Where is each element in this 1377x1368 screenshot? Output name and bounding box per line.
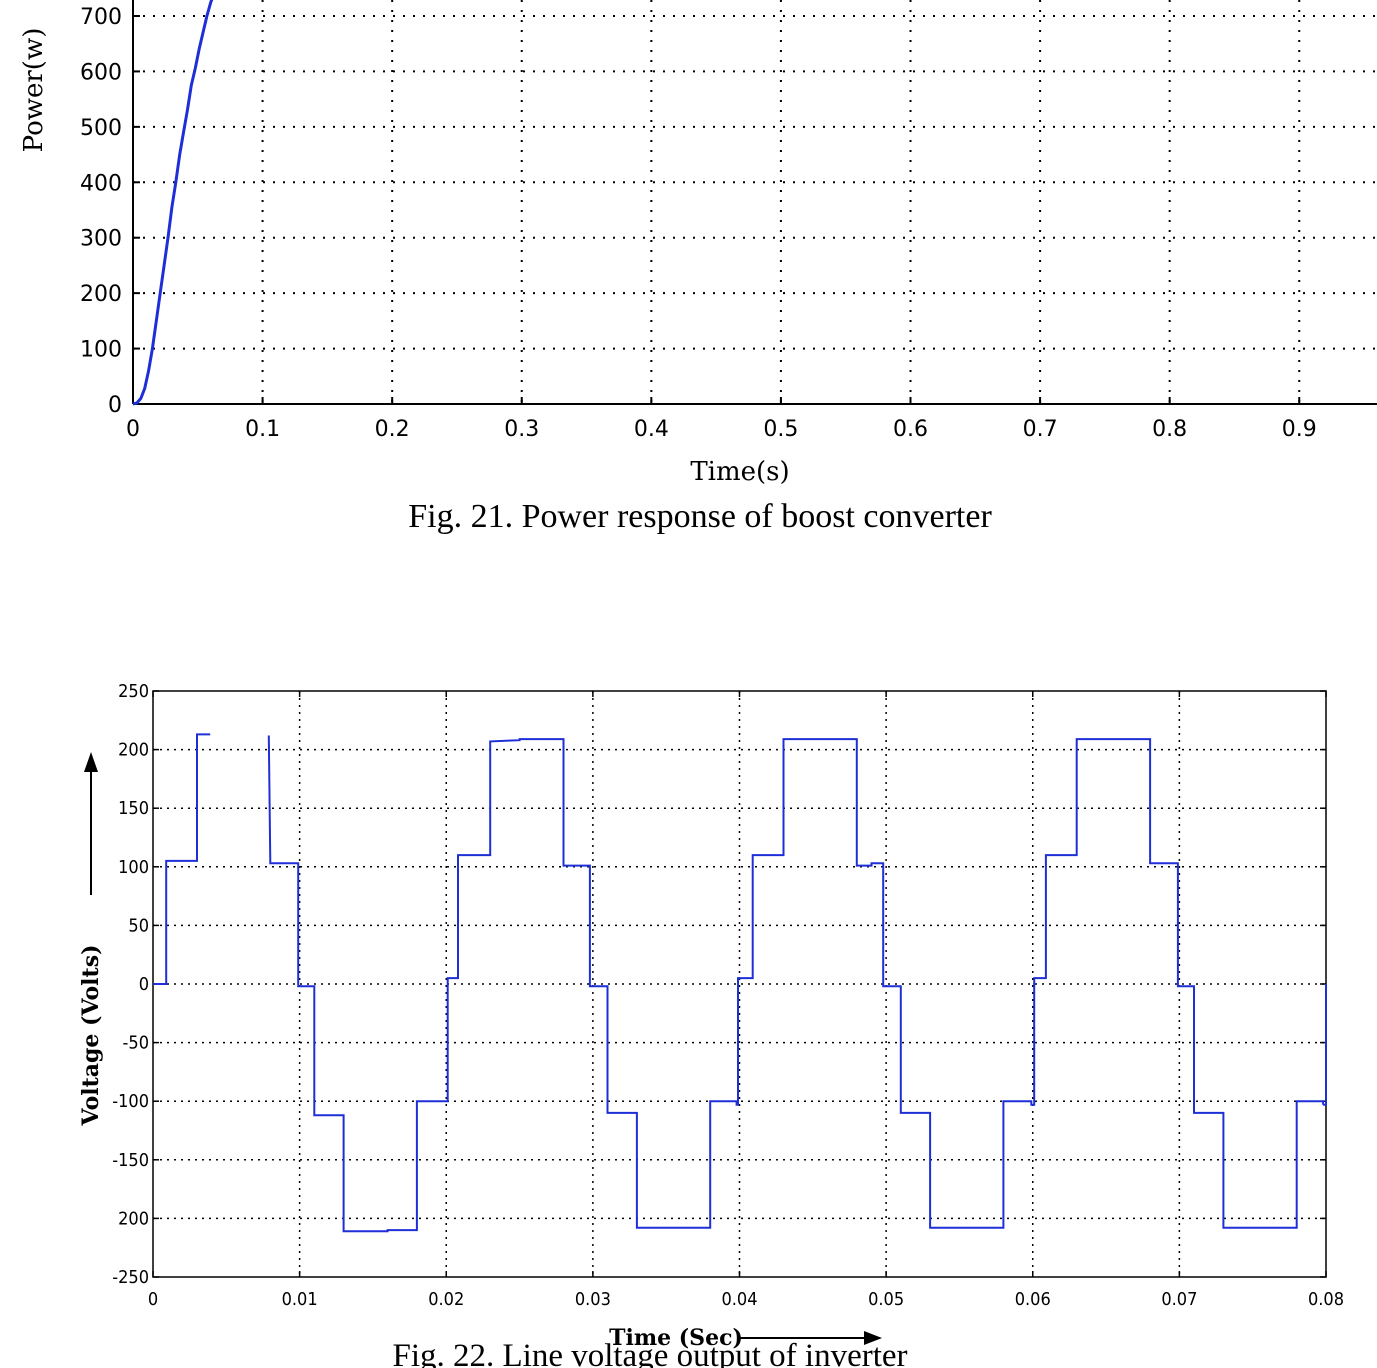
power-x-tick-label: 0.4 <box>634 417 669 442</box>
power-x-tick-label: 0.8 <box>1152 417 1187 442</box>
voltage-x-tick-label: 0.02 <box>428 1289 464 1310</box>
voltage-y-tick-label: -50 <box>123 1033 149 1054</box>
power-x-tick-label: 0.3 <box>504 417 539 442</box>
voltage-x-tick-label: 0.01 <box>282 1289 318 1310</box>
power-y-tick-label: 200 <box>80 282 122 307</box>
voltage-y-tick-label: 0 <box>139 974 149 995</box>
x-axis-arrow <box>740 1331 882 1345</box>
voltage-y-tick-label: 200 <box>118 1208 149 1229</box>
voltage-y-tick-label: 200 <box>118 740 149 761</box>
power-y-tick-label: 500 <box>80 116 122 141</box>
voltage-x-tick-label: 0.05 <box>868 1289 904 1310</box>
power-x-tick-label: 0.2 <box>375 417 410 442</box>
power-y-tick-label: 0 <box>108 393 122 418</box>
voltage-chart-x-ticks: 0 0.01 0.02 0.03 0.04 0.05 0.06 0.07 0.08 <box>148 1289 1344 1310</box>
power-series-line <box>132 0 214 406</box>
power-chart-x-ticks: 0 0.1 0.2 0.3 0.4 0.5 0.6 0.7 0.8 0.9 <box>126 417 1317 442</box>
power-y-axis-label: Power(w) <box>19 28 49 153</box>
voltage-y-tick-label: -150 <box>112 1150 149 1171</box>
power-x-tick-label: 0.5 <box>763 417 798 442</box>
power-y-tick-label: 300 <box>80 227 122 252</box>
y-axis-arrow <box>84 752 98 895</box>
power-y-tick-label: 600 <box>80 60 122 85</box>
power-x-tick-label: 0.6 <box>893 417 928 442</box>
power-x-tick-label: 0 <box>126 417 140 442</box>
voltage-y-tick-label: 250 <box>118 681 149 702</box>
power-x-tick-label: 0.9 <box>1282 417 1317 442</box>
power-chart: 0 0.1 0.2 0.3 0.4 0.5 0.6 0.7 0.8 0.9 0 100 200 300 4… <box>19 0 1377 535</box>
power-y-tick-label: 100 <box>80 338 122 363</box>
power-x-tick-label: 0.7 <box>1023 417 1058 442</box>
voltage-y-tick-label: 100 <box>118 857 149 878</box>
voltage-x-tick-label: 0.07 <box>1161 1289 1197 1310</box>
power-x-axis-label: Time(s) <box>690 457 789 487</box>
power-chart-y-ticks: 0 100 200 300 400 500 600 700 <box>80 5 122 418</box>
voltage-series <box>153 733 1327 1233</box>
voltage-series-segment <box>267 735 1325 1233</box>
power-x-tick-label: 0.1 <box>245 417 280 442</box>
power-chart-grid <box>133 0 1377 404</box>
voltage-x-tick-label: 0.04 <box>721 1289 757 1310</box>
voltage-chart-y-ticks: 250 200 150 100 50 0 -50 -100 -150 200 -250 <box>112 681 149 1288</box>
voltage-series-segment <box>1323 984 1327 1106</box>
voltage-x-tick-label: 0 <box>148 1289 158 1310</box>
voltage-x-tick-label: 0.08 <box>1308 1289 1344 1310</box>
voltage-x-tick-label: 0.03 <box>575 1289 611 1310</box>
voltage-y-tick-label: 50 <box>128 915 149 936</box>
power-y-tick-label: 400 <box>80 171 122 196</box>
power-chart-axes <box>132 0 1377 405</box>
figure-21-caption: Fig. 21. Power response of boost convert… <box>408 498 992 535</box>
voltage-y-tick-label: 150 <box>118 798 149 819</box>
voltage-x-tick-label: 0.06 <box>1015 1289 1051 1310</box>
voltage-x-axis-label: Time (Sec) <box>609 1325 743 1351</box>
power-y-tick-label: 700 <box>80 5 122 30</box>
voltage-y-axis-label: Voltage (Volts) <box>78 945 104 1127</box>
figure-22-caption: Fig. 22. Line voltage output of inverter <box>392 1338 907 1368</box>
voltage-y-tick-label: -100 <box>112 1091 149 1112</box>
voltage-y-tick-label: -250 <box>112 1267 149 1288</box>
voltage-series-segment <box>153 733 211 985</box>
